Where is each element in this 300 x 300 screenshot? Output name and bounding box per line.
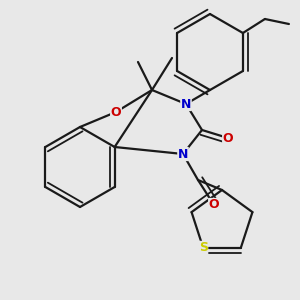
Text: S: S	[199, 242, 208, 254]
Text: O: O	[111, 106, 121, 118]
Text: N: N	[181, 98, 191, 110]
Text: O: O	[209, 199, 219, 212]
Text: O: O	[223, 131, 233, 145]
Text: N: N	[178, 148, 188, 160]
